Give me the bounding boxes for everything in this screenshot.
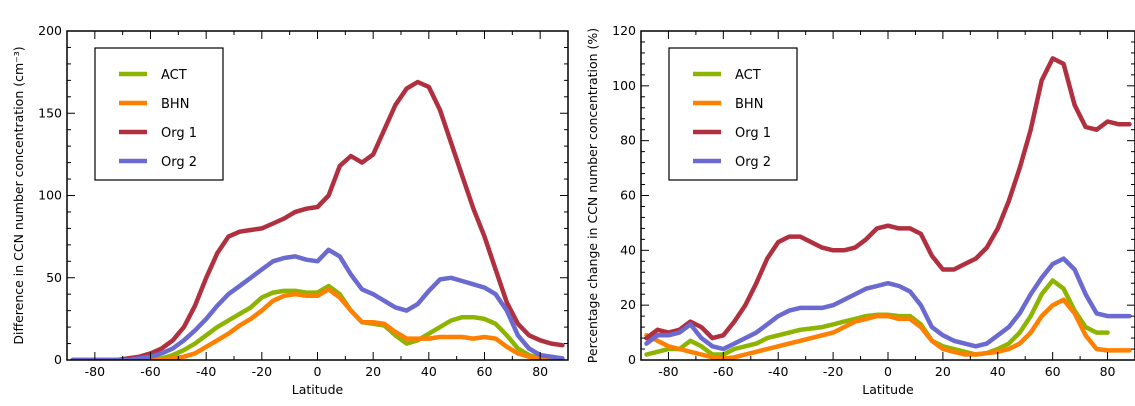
- legend-label: Org 1: [735, 126, 771, 141]
- legend-box: [668, 47, 798, 181]
- x-axis-title: Latitude: [862, 382, 914, 397]
- x-tick-label: 20: [935, 364, 951, 379]
- y-tick-label: 0: [628, 352, 636, 367]
- x-tick-label: -20: [823, 364, 843, 379]
- chart-panel-2: -80 -60 -40 -20 0 20 40 60 80 0 20 40 60 80 100 120 Lati…: [585, 23, 1135, 397]
- legend-label: ACT: [735, 68, 761, 83]
- series-line-org-2: [70, 247, 565, 360]
- legend-label: Org 1: [161, 126, 197, 141]
- x-axis-title: Latitude: [292, 382, 344, 397]
- legend: ACT BHN Org 1 Org 2: [668, 47, 798, 181]
- x-tick-label: 40: [990, 364, 1006, 379]
- y-tick-label: 60: [620, 188, 636, 203]
- x-tick-label: -40: [196, 364, 216, 379]
- series-line-bhn: [644, 297, 1132, 360]
- legend-label: Org 2: [161, 155, 197, 170]
- legend-label: ACT: [161, 68, 187, 83]
- legend: ACT BHN Org 1 Org 2: [94, 47, 224, 181]
- y-tick-label: 100: [612, 78, 636, 93]
- legend-box: [94, 47, 224, 181]
- legend-label: BHN: [161, 97, 189, 112]
- series-line-bhn: [70, 287, 565, 360]
- x-tick-label: -20: [252, 364, 272, 379]
- x-tick-label: 40: [421, 364, 437, 379]
- x-tick-label: 80: [1100, 364, 1116, 379]
- x-tick-label: -40: [768, 364, 788, 379]
- x-tick-label: 0: [884, 364, 892, 379]
- series-line-org-2: [644, 256, 1132, 352]
- y-tick-label: 100: [38, 188, 62, 203]
- x-tick-label: -60: [713, 364, 733, 379]
- legend-label: Org 2: [735, 155, 771, 170]
- y-tick-label: 200: [38, 23, 62, 38]
- x-tick-label: 60: [477, 364, 493, 379]
- x-tick-label: 80: [532, 364, 548, 379]
- chart-panel-1: -80 -60 -40 -20 0 20 40 60 80 0 50 100 150 200 Latitud…: [11, 23, 569, 397]
- x-tick-label: 60: [1045, 364, 1061, 379]
- x-tick-label: -60: [140, 364, 160, 379]
- y-tick-label: 20: [620, 297, 636, 312]
- x-tick-label: 20: [365, 364, 381, 379]
- y-tick-label: 50: [46, 270, 62, 285]
- y-tick-label: 80: [620, 133, 636, 148]
- y-tick-label: 0: [54, 352, 62, 367]
- x-tick-label: -80: [658, 364, 678, 379]
- y-axis-title: Difference in CCN number concentration (…: [11, 46, 26, 344]
- y-tick-label: 120: [612, 23, 636, 38]
- x-tick-label: -80: [85, 364, 105, 379]
- y-tick-label: 150: [38, 105, 62, 120]
- y-tick-label: 40: [620, 242, 636, 257]
- legend-label: BHN: [735, 97, 763, 112]
- y-axis-title: Percentage change in CCN number concentr…: [585, 28, 600, 363]
- series-line-org-1: [644, 56, 1132, 341]
- x-tick-label: 0: [314, 364, 322, 379]
- series-line-org-1: [70, 79, 565, 360]
